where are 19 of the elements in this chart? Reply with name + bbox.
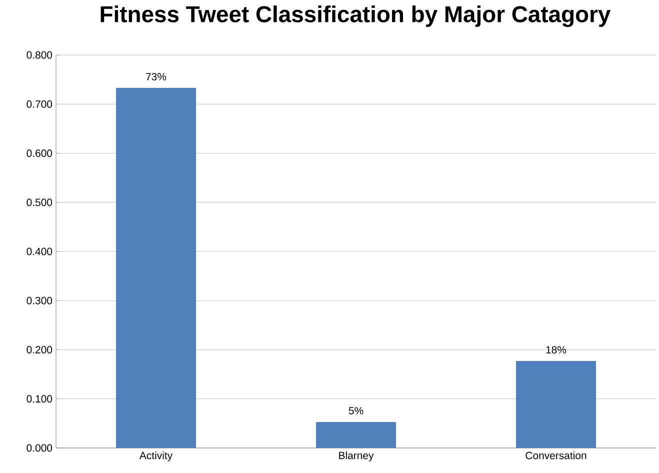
y-tick-label: 0.300 xyxy=(26,296,52,304)
chart-title: Fitness Tweet Classification by Major Catagory xyxy=(100,6,611,27)
y-tick-label: 0.200 xyxy=(26,346,52,354)
bar xyxy=(516,361,596,448)
y-tick-label: 0.600 xyxy=(26,150,52,157)
y-tick-label: 0.500 xyxy=(26,198,52,206)
data-label: 18% xyxy=(546,346,566,354)
bar xyxy=(316,422,396,448)
data-label: 73% xyxy=(146,72,166,80)
data-label: 5% xyxy=(348,407,364,414)
y-tick-label: 0.800 xyxy=(26,51,52,59)
y-tick-label: 0.700 xyxy=(26,100,52,108)
y-tick-label: 0.100 xyxy=(26,395,52,403)
x-tick-label: Conversation xyxy=(526,452,586,460)
y-tick-label: 0.000 xyxy=(26,444,52,452)
bar xyxy=(116,88,196,448)
x-tick-label: Activity xyxy=(139,452,173,462)
y-tick-label: 0.400 xyxy=(26,248,52,256)
x-tick-label: Blarney xyxy=(339,452,374,462)
